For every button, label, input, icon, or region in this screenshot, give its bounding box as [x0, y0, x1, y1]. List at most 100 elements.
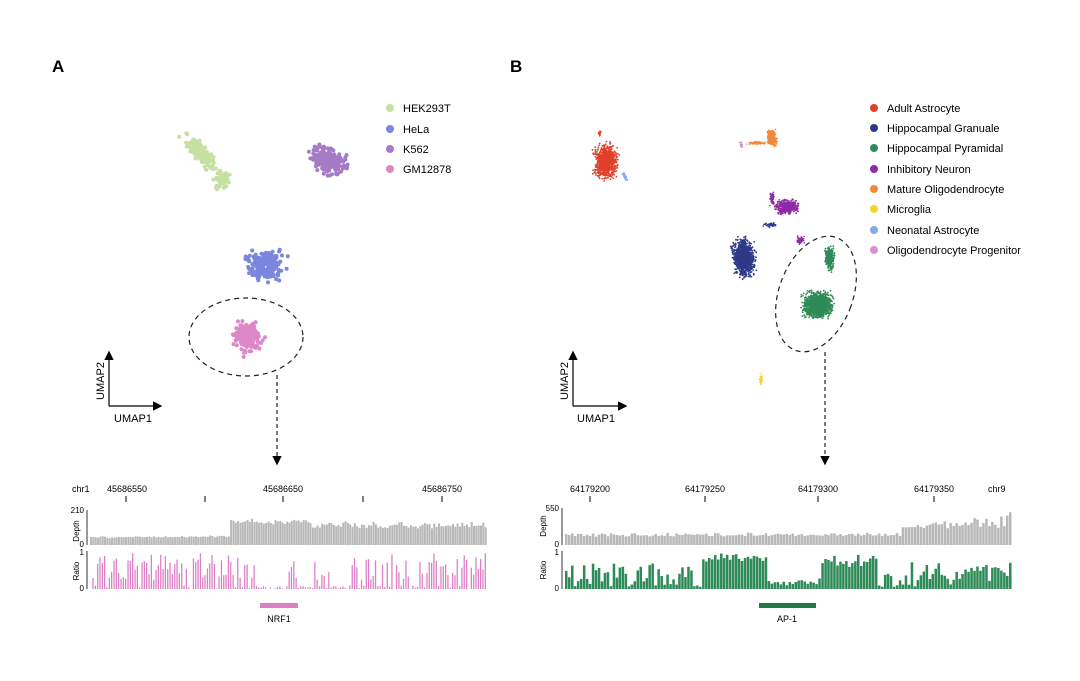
hippocampal-granuale-point	[750, 252, 752, 255]
adult-astrocyte-point	[616, 156, 618, 159]
ratio-bar	[311, 588, 314, 589]
hippocampal-granuale-point	[746, 239, 749, 242]
hek293t-point	[189, 141, 194, 146]
gm12878-point	[256, 334, 261, 339]
hela-point	[254, 257, 259, 262]
ratio-bar	[456, 559, 458, 589]
depth-bar	[120, 537, 123, 545]
ratio-bar	[225, 574, 227, 589]
panel-b-label: B	[510, 57, 522, 76]
adult-astrocyte-point	[611, 160, 614, 162]
ratio-bar	[286, 586, 288, 589]
adult-astrocyte-point	[613, 167, 615, 170]
adult-astrocyte-point	[598, 156, 601, 158]
gm12878-point	[247, 336, 252, 341]
ratio-bar	[265, 587, 267, 589]
adult-astrocyte-point	[612, 144, 614, 147]
depth-bar	[316, 525, 319, 545]
hela-point	[270, 267, 275, 272]
hippocampal-granuale-point	[744, 273, 747, 276]
adult-astrocyte-point	[606, 161, 609, 163]
hek293t-point	[196, 148, 201, 153]
ratio-bar	[174, 564, 176, 589]
adult-astrocyte-point	[616, 164, 618, 167]
neonatal-astrocyte-point	[625, 179, 627, 182]
hela-point	[268, 271, 273, 276]
hippocampal-granuale-point	[731, 250, 734, 253]
depth-bar	[111, 537, 113, 545]
hela-point	[279, 268, 284, 273]
hippocampal-granuale-point	[741, 258, 743, 261]
depth-bar	[251, 518, 254, 545]
ratio-bar	[452, 572, 454, 589]
depth-bar	[99, 536, 102, 545]
hippocampal-granuale-point	[734, 242, 737, 245]
adult-astrocyte-point	[607, 151, 610, 154]
ratio-bar	[461, 567, 463, 589]
depth-bar	[92, 537, 95, 545]
adult-astrocyte-point	[598, 151, 601, 154]
ratio-bar	[216, 588, 218, 589]
hippocampal-granuale-point	[742, 265, 744, 268]
neonatal-astrocyte-point	[626, 179, 628, 181]
panel-a-track: chr1 45686550 45686650 45686750 Depth 21…	[71, 484, 487, 624]
depth-bar	[115, 537, 118, 545]
ratio-bar	[391, 554, 393, 589]
depth-bar	[344, 521, 347, 545]
adult-astrocyte-point	[609, 141, 611, 143]
panel-a-ratio-max: 1	[80, 548, 85, 557]
ratio-bar	[428, 562, 430, 589]
adult-astrocyte-point	[612, 158, 615, 161]
k562-point	[328, 155, 333, 160]
depth-bar	[433, 523, 436, 545]
hippocampal-granuale-point	[770, 222, 773, 225]
inhibitory-neuron-point	[783, 208, 786, 211]
gm12878-point	[257, 346, 262, 351]
hippocampal-pyramidal-point	[829, 245, 832, 248]
hippocampal-granuale-point	[750, 275, 753, 278]
adult-astrocyte-point	[610, 163, 612, 166]
hek293t-point	[199, 144, 204, 149]
ratio-bar	[232, 574, 234, 589]
ratio-bar	[269, 587, 272, 589]
hippocampal-granuale-point	[769, 223, 771, 225]
adult-astrocyte-point	[592, 169, 594, 172]
k562-point	[313, 164, 318, 169]
hippocampal-granuale-point	[743, 236, 745, 239]
depth-bar	[395, 524, 398, 545]
hippocampal-pyramidal-point	[827, 315, 829, 318]
adult-astrocyte-point	[597, 153, 599, 156]
hippocampal-granuale-point	[753, 249, 756, 252]
adult-astrocyte-point	[608, 146, 611, 148]
adult-astrocyte-point	[598, 177, 601, 180]
adult-astrocyte-point	[605, 147, 608, 150]
hippocampal-granuale-point	[737, 250, 739, 253]
adult-astrocyte-point	[608, 156, 611, 158]
hippocampal-granuale-point	[740, 239, 743, 242]
ratio-bar	[297, 587, 300, 589]
depth-bar	[339, 526, 342, 545]
oligodendrocyte-progenitor-point	[738, 141, 741, 144]
hippocampal-granuale-point	[737, 235, 739, 238]
depth-bar	[412, 526, 415, 545]
hippocampal-granuale-point	[748, 242, 751, 244]
ratio-bar	[113, 560, 115, 589]
ratio-bar	[204, 575, 206, 589]
hippocampal-granuale-point	[741, 268, 744, 271]
neonatal-astrocyte-point	[622, 174, 625, 176]
hippocampal-granuale-point	[754, 259, 757, 261]
depth-bar	[423, 523, 426, 545]
hippocampal-granuale-point	[738, 247, 740, 250]
adult-astrocyte-point	[613, 170, 616, 173]
ratio-bar	[209, 563, 211, 589]
k562-point	[318, 151, 323, 156]
hippocampal-granuale-point	[749, 271, 751, 274]
inhibitory-neuron-point	[770, 199, 772, 201]
adult-astrocyte-point	[604, 168, 607, 171]
hek293t-point	[219, 180, 224, 185]
adult-astrocyte-point	[605, 167, 608, 170]
adult-astrocyte-point	[591, 148, 594, 151]
ratio-bar	[106, 586, 108, 589]
ratio-bar	[475, 557, 477, 589]
inhibitory-neuron-point	[794, 204, 797, 207]
